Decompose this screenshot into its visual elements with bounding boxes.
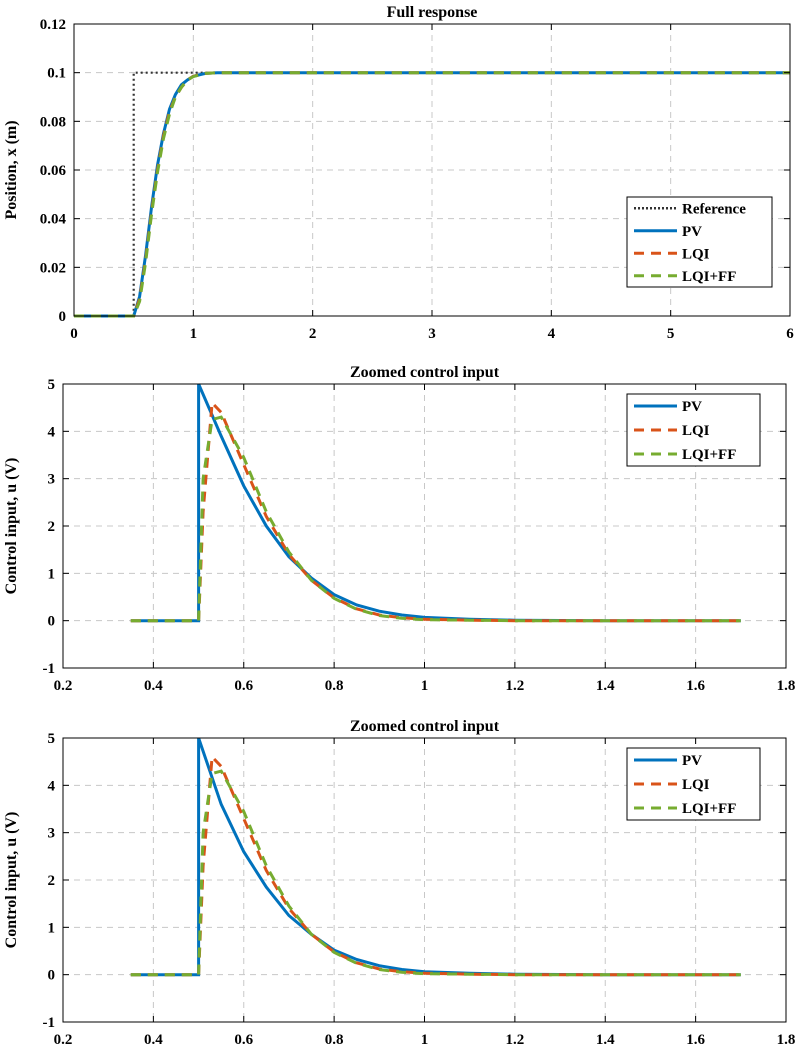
control-input-chart-1: 0.2 0.4 0.6 0.8 1 1.2 1.4 1.6 1.8 -1 0 1 2 3 4 5 Zoomed … xyxy=(3,364,795,694)
x-tick-label: 1 xyxy=(421,1032,429,1048)
legend: PV LQI LQI+FF xyxy=(626,747,761,821)
legend-box xyxy=(626,196,773,288)
legend-label: LQI xyxy=(682,246,710,262)
x-tick-label: 1.4 xyxy=(596,1032,615,1048)
y-tick-label: 3 xyxy=(48,826,56,842)
x-tick-label: 3 xyxy=(428,326,436,342)
y-tick-label: 0 xyxy=(48,614,56,630)
x-tick-label: 0.2 xyxy=(54,678,73,694)
control-input-chart-2: 0.2 0.4 0.6 0.8 1 1.2 1.4 1.6 1.8 -1 0 1 2 3 4 5 Zoomed … xyxy=(3,718,795,1048)
x-tick-label: 0.2 xyxy=(54,1032,73,1048)
x-tick-label: 1.4 xyxy=(596,678,615,694)
series-line-lqi xyxy=(130,753,741,977)
legend-label: LQI xyxy=(682,423,710,439)
chart-title: Zoomed control input xyxy=(350,364,500,381)
y-tick-label: 0.04 xyxy=(40,212,67,228)
legend-label: PV xyxy=(682,224,702,240)
y-tick-label: 0.06 xyxy=(40,163,67,179)
y-tick-label: -1 xyxy=(43,1015,56,1031)
x-tick-label: 1 xyxy=(190,326,198,342)
x-tick-label: 1 xyxy=(421,678,429,694)
chart-title: Zoomed control input xyxy=(350,718,500,735)
y-tick-label: 4 xyxy=(48,424,56,440)
legend-label: LQI xyxy=(682,777,710,793)
x-tick-label: 4 xyxy=(548,326,556,342)
legend-label: PV xyxy=(682,753,702,769)
x-tick-label: 0.4 xyxy=(144,678,163,694)
y-tick-label: 0.02 xyxy=(40,260,66,276)
x-tick-label: 1.2 xyxy=(506,1032,525,1048)
legend-label: LQI+FF xyxy=(682,801,736,817)
y-tick-label: 5 xyxy=(48,731,56,747)
x-tick-label: 0.8 xyxy=(325,1032,344,1048)
x-tick-label: 1.2 xyxy=(506,678,525,694)
series-line-lqi-ff xyxy=(130,769,741,977)
legend: PV LQI LQI+FF xyxy=(626,393,761,467)
x-tick-label: 1.6 xyxy=(686,1032,705,1048)
y-tick-label: 0.12 xyxy=(40,17,66,33)
x-tick-label: 0.4 xyxy=(144,1032,163,1048)
series-line-lqi-ff xyxy=(130,415,741,623)
series-line-lqi xyxy=(130,399,741,623)
legend: Reference PV LQI LQI+FF xyxy=(626,196,773,288)
legend-label: LQI+FF xyxy=(682,447,736,463)
x-tick-label: 6 xyxy=(786,326,794,342)
x-tick-label: 2 xyxy=(309,326,317,342)
x-tick-label: 0.6 xyxy=(234,1032,253,1048)
series-line-lqi-ff xyxy=(74,71,790,318)
y-tick-label: 2 xyxy=(48,873,56,889)
x-tick-label: 1.6 xyxy=(686,678,705,694)
x-tick-label: 0.8 xyxy=(325,678,344,694)
position-response-chart: 0 1 2 3 4 5 6 0 0.02 0.04 0.06 0.08 0.1 0.12 Full resp… xyxy=(3,4,794,342)
y-tick-label: 0.08 xyxy=(40,114,66,130)
x-tick-label: 0 xyxy=(70,326,78,342)
y-tick-label: 0 xyxy=(48,968,56,984)
y-axis-label: Position, x (m) xyxy=(3,120,20,219)
legend-label: Reference xyxy=(682,201,746,217)
y-tick-label: -1 xyxy=(43,661,56,677)
y-tick-label: 0.1 xyxy=(47,66,66,82)
y-tick-label: 3 xyxy=(48,472,56,488)
y-tick-label: 0 xyxy=(59,309,67,325)
y-tick-label: 2 xyxy=(48,519,56,535)
y-tick-label: 1 xyxy=(48,566,56,582)
x-tick-label: 5 xyxy=(667,326,675,342)
y-tick-label: 5 xyxy=(48,377,56,393)
y-tick-label: 4 xyxy=(48,778,56,794)
legend-label: LQI+FF xyxy=(682,269,736,285)
chart-title: Full response xyxy=(387,4,478,21)
y-axis-label: Control input, u (V) xyxy=(3,458,20,595)
x-tick-label: 0.6 xyxy=(234,678,253,694)
y-axis-label: Control input, u (V) xyxy=(3,812,20,949)
legend-label: PV xyxy=(682,399,702,415)
x-tick-label: 1.8 xyxy=(777,1032,796,1048)
x-tick-label: 1.8 xyxy=(777,678,796,694)
y-tick-label: 1 xyxy=(48,920,56,936)
